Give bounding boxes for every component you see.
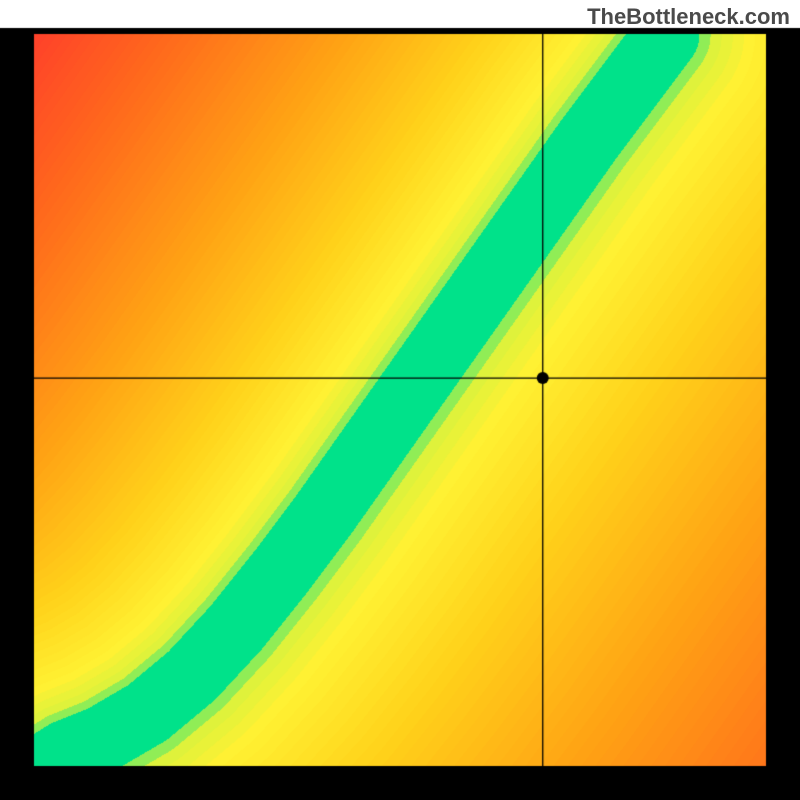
- chart-frame: TheBottleneck.com: [0, 0, 800, 800]
- watermark-text: TheBottleneck.com: [587, 4, 790, 30]
- bottleneck-heatmap: [0, 0, 800, 800]
